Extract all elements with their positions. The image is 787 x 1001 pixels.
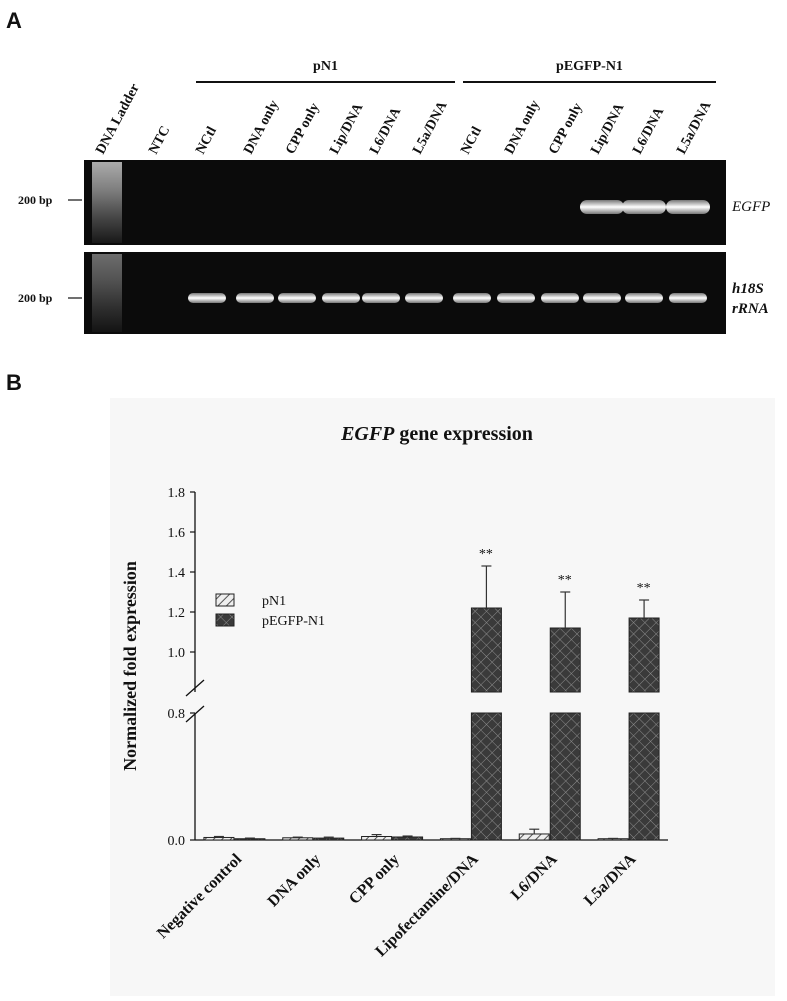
gene-label-line2-1: rRNA [732, 301, 769, 317]
gel-band [405, 293, 443, 303]
y-tick-label: 1.8 [168, 486, 186, 501]
bp-marker-label-0: 200 bp [18, 193, 53, 207]
gel-band [453, 293, 491, 303]
significance-label: ** [637, 581, 651, 596]
legend-label-1: pEGFP-N1 [262, 614, 325, 629]
gel-band [497, 293, 535, 303]
bar-1-5 [628, 617, 660, 693]
gel-band [580, 200, 624, 214]
gel-strip-1 [84, 252, 726, 334]
gel-band [669, 293, 707, 303]
legend-swatch-0 [215, 593, 235, 607]
group-label-0: pN1 [313, 59, 338, 74]
significance-label: ** [479, 547, 493, 562]
y-tick-label: 0.8 [168, 707, 186, 722]
ladder-lane-0 [92, 162, 122, 243]
bp-marker-label-1: 200 bp [18, 291, 53, 305]
gel-band [236, 293, 274, 303]
bar-1-2 [392, 836, 424, 841]
chart-title-rest: gene expression [394, 423, 533, 445]
bar-1-4-lower [549, 712, 581, 841]
y-axis-break-lower [185, 705, 205, 723]
legend-label-0: pN1 [262, 594, 286, 609]
bar-0-1 [282, 837, 314, 841]
y-tick-label: 1.6 [168, 526, 186, 541]
gel-band [583, 293, 621, 303]
gel-band [322, 293, 360, 303]
y-tick-label: 1.2 [168, 606, 186, 621]
bar-1-0 [234, 838, 266, 841]
y-axis-break-upper [185, 679, 205, 697]
y-tick-label: 1.4 [168, 566, 186, 581]
chart-background [110, 398, 775, 996]
bar-1-1 [313, 837, 345, 841]
panel-b-letter: B [6, 370, 22, 395]
gene-label-1: h18S [732, 281, 764, 297]
ladder-lane-1 [92, 254, 122, 332]
bar-0-4 [518, 833, 550, 841]
bar-0-2 [361, 836, 393, 841]
legend-swatch-1 [215, 613, 235, 627]
gel-band [622, 200, 666, 214]
bar-1-3 [470, 607, 502, 693]
significance-label: ** [558, 573, 572, 588]
gene-label-0: EGFP [731, 199, 770, 215]
panel-a-letter: A [6, 8, 22, 33]
gel-band [278, 293, 316, 303]
bar-1-3-lower [470, 712, 502, 841]
bar-1-4 [549, 627, 581, 693]
group-label-1: pEGFP-N1 [556, 59, 623, 74]
bar-1-5-lower [628, 712, 660, 841]
gel-band [666, 200, 710, 214]
chart-title-gene: EGFP [340, 423, 395, 445]
gel-band [625, 293, 663, 303]
y-axis-label: Normalized fold expression [120, 561, 140, 771]
bar-0-0 [203, 836, 235, 841]
gel-band [541, 293, 579, 303]
chart-title: EGFP gene expression [340, 423, 533, 445]
gel-band [362, 293, 400, 303]
y-tick-label: 1.0 [168, 646, 186, 661]
y-tick-label: 0.0 [168, 834, 186, 849]
gel-band [188, 293, 226, 303]
